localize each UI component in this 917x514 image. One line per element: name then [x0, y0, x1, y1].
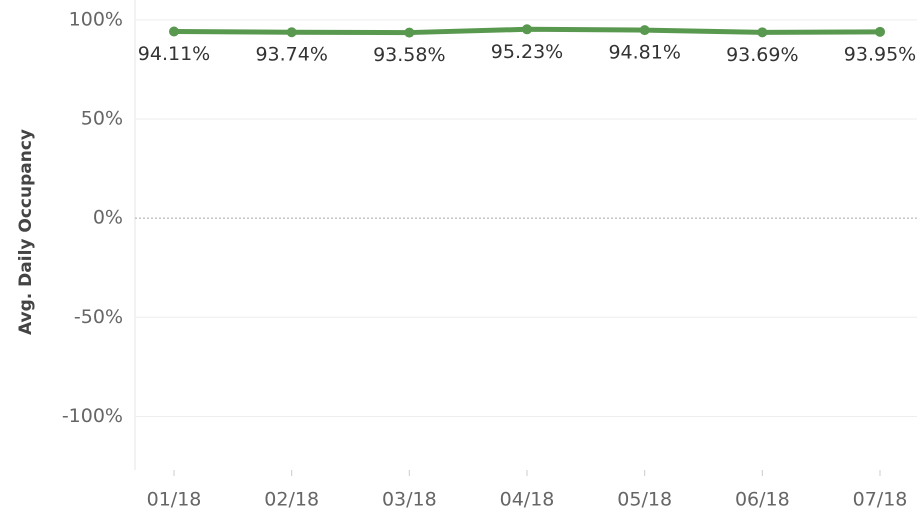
value-label: 95.23%: [491, 41, 563, 63]
value-label: 94.81%: [608, 42, 680, 64]
value-label: 94.11%: [138, 43, 210, 65]
y-axis-title: Avg. Daily Occupancy: [16, 129, 36, 335]
value-label: 93.69%: [726, 44, 798, 66]
y-tick-label: 0%: [93, 207, 123, 229]
data-point: [286, 27, 297, 38]
data-point: [875, 26, 885, 37]
value-label: 93.58%: [373, 44, 445, 66]
x-tick-label: 01/18: [147, 489, 202, 511]
x-tick-label: 07/18: [853, 489, 908, 511]
y-tick-label: -50%: [74, 306, 123, 328]
data-point: [757, 27, 768, 38]
value-label: 93.95%: [844, 43, 916, 65]
value-label: 93.74%: [255, 44, 327, 66]
y-tick-label: -100%: [62, 405, 123, 427]
data-point: [404, 27, 415, 38]
x-tick-label: 05/18: [617, 489, 672, 511]
data-point: [639, 25, 650, 36]
data-point: [522, 24, 532, 35]
y-tick-label: 50%: [81, 107, 123, 129]
x-tick-label: 02/18: [264, 489, 319, 511]
x-tick-label: 06/18: [735, 489, 790, 511]
data-point: [169, 26, 179, 37]
x-tick-label: 03/18: [382, 489, 437, 511]
y-tick-label: 100%: [69, 8, 123, 30]
x-tick-label: 04/18: [500, 489, 555, 511]
